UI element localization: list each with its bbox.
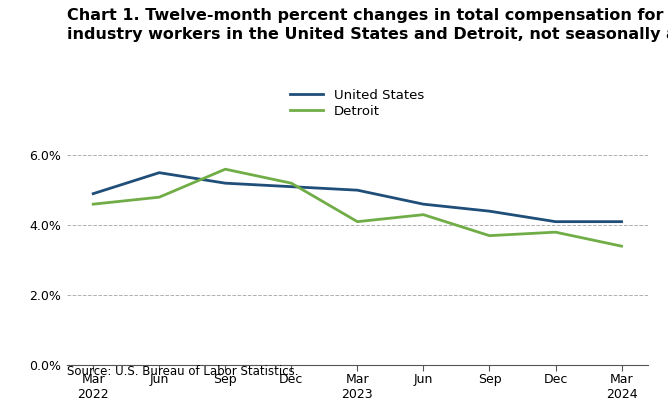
Text: Chart 1. Twelve-month percent changes in total compensation for private
industry: Chart 1. Twelve-month percent changes in…: [67, 8, 668, 42]
Text: Source: U.S. Bureau of Labor Statistics.: Source: U.S. Bureau of Labor Statistics.: [67, 365, 299, 378]
Legend: United States, Detroit: United States, Detroit: [291, 89, 424, 118]
